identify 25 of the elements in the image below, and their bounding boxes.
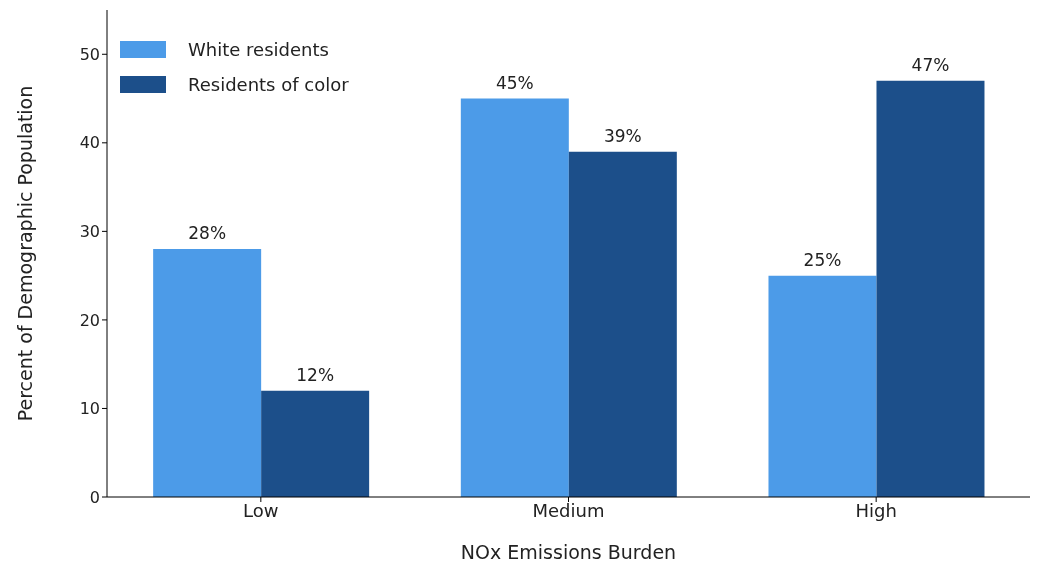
y-tick-label: 30	[79, 222, 100, 242]
bar	[460, 98, 569, 497]
bar	[768, 275, 877, 497]
bar	[568, 151, 677, 497]
y-tick-label: 10	[79, 399, 100, 419]
data-label: 25%	[803, 249, 842, 270]
data-label: 45%	[495, 72, 534, 93]
bar	[153, 249, 262, 497]
bar	[876, 80, 985, 497]
legend-label: White residents	[188, 39, 329, 60]
x-tick-label: Low	[243, 499, 279, 521]
data-label: 12%	[296, 364, 335, 385]
y-tick-label: 40	[79, 133, 100, 153]
bar	[261, 390, 370, 497]
x-tick-label: Medium	[532, 499, 605, 521]
y-tick-label: 50	[79, 44, 100, 64]
legend-label: Residents of color	[188, 74, 349, 95]
data-label: 47%	[911, 54, 950, 75]
data-label: 39%	[603, 125, 642, 146]
y-tick-label: 20	[79, 310, 100, 330]
y-axis-title: Percent of Demographic Population	[13, 85, 36, 422]
x-tick-label: High	[855, 499, 897, 521]
y-tick-label: 0	[89, 487, 100, 507]
x-axis-title: NOx Emissions Burden	[460, 541, 677, 563]
data-label: 28%	[188, 223, 227, 244]
